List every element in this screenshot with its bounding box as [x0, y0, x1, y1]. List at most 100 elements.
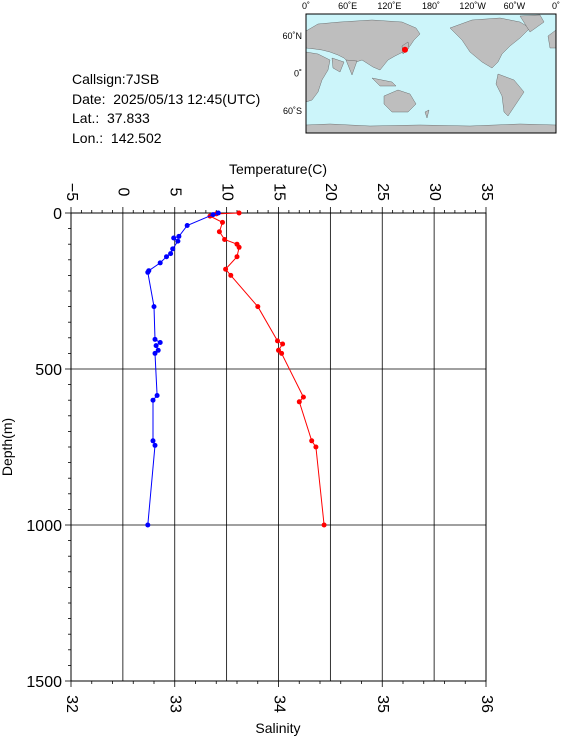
temperature-data-point	[280, 341, 286, 347]
land-south-america	[495, 73, 525, 117]
temperature-data-point	[223, 266, 229, 272]
temperature-tick-label: −5	[63, 183, 80, 201]
salinity-tick-label: 34	[270, 695, 287, 713]
depth-tick-labels: 0 500 1000 1500	[26, 206, 62, 691]
temperature-axis-label: Temperature(C)	[229, 161, 327, 177]
temperature-tick-label: 20	[322, 183, 339, 201]
location-map: 0˚ 60˚E 120˚E 180˚ 120˚W 60˚W 0˚ 60˚N 0˚ 60˚S	[282, 1, 560, 134]
map-lon-tick-label: 0˚	[302, 1, 310, 11]
land-australia	[383, 89, 417, 113]
salinity-data-point	[152, 442, 158, 448]
depth-tick-label: 1500	[26, 674, 62, 691]
salinity-data-point	[154, 393, 160, 398]
land-indonesia	[371, 77, 397, 87]
salinity-tick-label: 33	[167, 695, 184, 713]
salinity-data-point	[155, 347, 161, 353]
depth-axis-label: Depth(m)	[0, 418, 15, 476]
temperature-data-point	[236, 244, 242, 250]
salinity-tick-label: 35	[374, 695, 391, 713]
temperature-data-point	[296, 399, 302, 405]
latitude-text: Lat.: 37.833	[72, 110, 150, 126]
depth-tick-label: 0	[53, 206, 62, 223]
temperature-data-point	[309, 438, 315, 444]
callsign-text: Callsign:7JSB	[72, 71, 160, 87]
land-africa	[305, 51, 331, 103]
map-lon-tick-label: 120˚W	[459, 1, 486, 11]
salinity-tick-label: 36	[478, 695, 495, 713]
salinity-data-point	[175, 238, 181, 244]
depth-tick-label: 1000	[26, 518, 62, 535]
salinity-data-point	[157, 340, 163, 345]
temperature-data-point	[234, 254, 240, 260]
salinity-data-point	[152, 336, 158, 342]
temperature-data-point	[220, 219, 225, 225]
salinity-data-point	[152, 350, 158, 356]
map-lat-tick-label: 60˚S	[283, 106, 302, 116]
salinity-data-point	[215, 210, 221, 216]
map-lon-tick-label: 60˚E	[338, 1, 357, 11]
depth-tick-label: 500	[35, 362, 62, 379]
temperature-data-point	[300, 394, 306, 400]
temperature-tick-label: 10	[218, 183, 235, 201]
map-latitude-ticks: 60˚N 0˚ 60˚S	[282, 31, 302, 116]
salinity-data-point	[145, 522, 151, 528]
land-antarctica	[305, 123, 557, 134]
map-lon-tick-label: 120˚E	[377, 1, 401, 11]
salinity-data-point	[176, 233, 182, 239]
salinity-tick-labels: 32 33 34 35 36	[63, 695, 495, 713]
map-lat-tick-label: 0˚	[294, 69, 302, 79]
temperature-tick-label: 25	[374, 183, 391, 201]
temperature-data-point	[276, 347, 281, 353]
map-lon-tick-label: 180˚	[422, 1, 440, 11]
temperature-tick-label: 5	[167, 188, 184, 197]
map-lon-tick-label: 60˚W	[504, 1, 526, 11]
temperature-data-point	[313, 444, 319, 450]
salinity-data-point	[184, 223, 190, 228]
land-arabia	[331, 57, 345, 73]
land-new-zealand	[424, 109, 430, 119]
minor-ticks	[65, 207, 487, 687]
salinity-data-point	[153, 343, 159, 349]
temperature-tick-label: 30	[426, 183, 443, 201]
temperature-data-point	[255, 304, 261, 310]
salinity-data-point	[150, 438, 156, 444]
map-longitude-ticks: 0˚ 60˚E 120˚E 180˚ 120˚W 60˚W 0˚	[302, 1, 560, 11]
salinity-tick-label: 32	[63, 695, 80, 713]
land-eurasia	[305, 19, 421, 71]
chart-grid	[71, 213, 486, 681]
temperature-data-point	[222, 237, 228, 242]
station-marker-icon	[402, 46, 408, 53]
salinity-data-point	[145, 269, 151, 275]
temperature-data-point	[216, 229, 222, 235]
salinity-data-point	[171, 235, 177, 241]
profile-chart: −5 0 5 10 15 20 25 30 35 32 33 34 35 36 050010001500…	[0, 161, 495, 736]
salinity-data-point	[151, 304, 157, 310]
salinity-data-point	[210, 212, 216, 218]
salinity-axis-label: Salinity	[255, 720, 300, 736]
station-info: Callsign:7JSB Date: 2025/05/13 12:45(UTC…	[72, 70, 260, 148]
salinity-data-point	[150, 397, 156, 403]
temperature-tick-label: 0	[115, 188, 132, 197]
map-land	[305, 14, 557, 134]
temperature-data-point	[275, 338, 280, 344]
salinity-data-point	[170, 246, 176, 252]
land-greenland	[519, 14, 545, 33]
data-series	[145, 210, 327, 528]
temperature-data-point	[279, 350, 285, 356]
land-india	[345, 59, 358, 76]
temperature-data-point	[236, 210, 242, 216]
land-north-america	[449, 17, 531, 69]
temperature-data-point	[321, 522, 327, 528]
temperature-data-point	[228, 272, 234, 278]
map-lat-tick-label: 60˚N	[282, 31, 302, 41]
salinity-data-point	[157, 260, 163, 266]
salinity-data-point	[164, 254, 169, 260]
temperature-tick-label: 35	[478, 183, 495, 201]
date-text: Date: 2025/05/13 12:45(UTC)	[72, 90, 261, 107]
map-frame	[305, 13, 557, 134]
temperature-tick-labels: −5 0 5 10 15 20 25 30 35	[63, 183, 495, 201]
longitude-text: Lon.: 142.502	[72, 129, 162, 146]
map-lon-tick-label: 0˚	[552, 1, 560, 11]
temperature-tick-label: 15	[270, 183, 287, 201]
